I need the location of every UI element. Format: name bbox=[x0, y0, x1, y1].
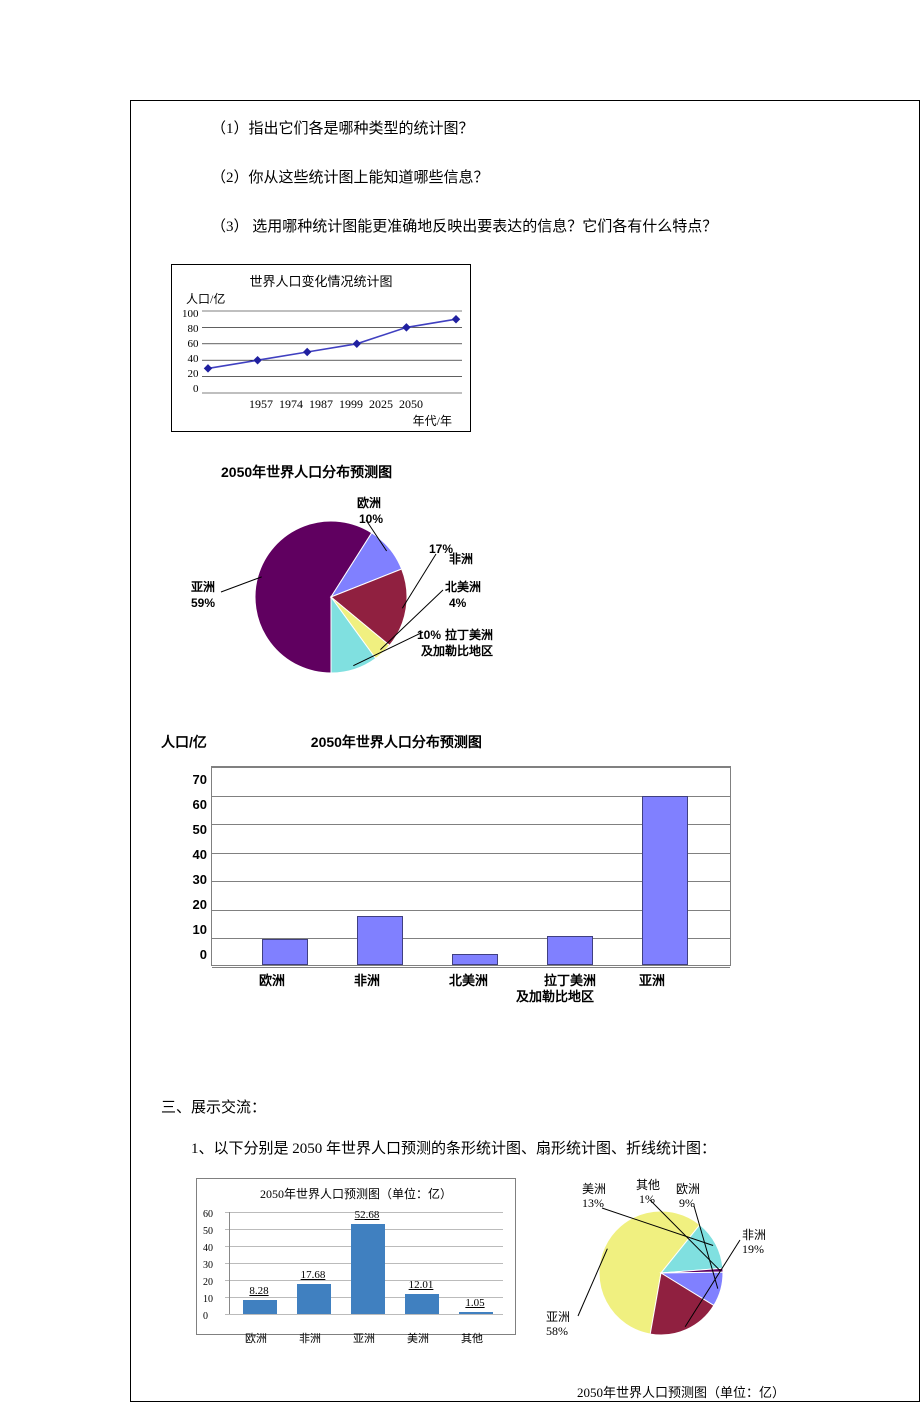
page-frame: （1）指出它们各是哪种类型的统计图？ （2）你从这些统计图上能知道哪些信息？ （… bbox=[130, 100, 920, 1402]
small-bar-item bbox=[297, 1284, 331, 1314]
small-charts-row: 2050年世界人口预测图（单位：亿） 60 50 40 30 20 10 0 8… bbox=[196, 1178, 879, 1401]
small-pie-area: 美洲13% 其他 1% 欧洲 9% 非洲19% 亚洲58% bbox=[546, 1178, 816, 1378]
small-pie-label-america: 美洲13% bbox=[582, 1182, 606, 1210]
line-chart-x-label: 年代/年 bbox=[180, 412, 452, 429]
small-bar-item bbox=[405, 1294, 439, 1314]
section-3-line: 1、以下分别是 2050 年世界人口预测的条形统计图、扇形统计图、折线统计图： bbox=[191, 1137, 879, 1158]
line-chart-plot: 100 80 60 40 20 0 bbox=[202, 307, 462, 397]
question-1: （1）指出它们各是哪种类型的统计图？ bbox=[211, 117, 879, 138]
bar-chart: 人口/亿 2050年世界人口分布预测图 70 60 50 40 30 20 10… bbox=[161, 732, 879, 1006]
bar-item bbox=[357, 916, 403, 965]
pie-label-europe: 欧洲 bbox=[357, 496, 381, 510]
small-pie-label-africa: 非洲19% bbox=[742, 1228, 766, 1256]
small-bar-x-label: 其他 bbox=[461, 1330, 483, 1346]
line-chart-y-ticks: 100 80 60 40 20 0 bbox=[182, 307, 199, 397]
pie-label-asia-pct: 59% bbox=[191, 596, 215, 610]
line-chart-svg bbox=[202, 307, 462, 397]
small-bar-plot: 60 50 40 30 20 10 0 8.2817.6852.6812.011… bbox=[203, 1206, 503, 1326]
small-bar-item bbox=[459, 1312, 493, 1314]
bar-item bbox=[452, 954, 498, 965]
pie-chart: 2050年世界人口分布预测图 欧洲 10% 17% 非洲 北美洲 4% 10% … bbox=[191, 462, 879, 702]
small-bar-item bbox=[351, 1224, 385, 1314]
bar-item bbox=[642, 796, 688, 965]
line-chart-y-label: 人口/亿 bbox=[186, 290, 462, 307]
bar-x-label: 北美洲 bbox=[449, 970, 488, 989]
line-chart-title: 世界人口变化情况统计图 bbox=[180, 271, 462, 290]
small-bar-title: 2050年世界人口预测图（单位：亿） bbox=[203, 1185, 509, 1202]
line-chart-x-ticks: 1957 1974 1987 1999 2025 2050 bbox=[210, 397, 462, 412]
pie-label-namerica: 北美洲 bbox=[445, 580, 481, 594]
small-pie-chart: 美洲13% 其他 1% 欧洲 9% 非洲19% 亚洲58% 2050年世界人口预… bbox=[546, 1178, 816, 1401]
bar-chart-y-label: 人口/亿 bbox=[161, 732, 207, 752]
bar-x-label: 欧洲 bbox=[259, 970, 285, 989]
small-bar-chart: 2050年世界人口预测图（单位：亿） 60 50 40 30 20 10 0 8… bbox=[196, 1178, 516, 1335]
small-pie-label-other: 其他 1% bbox=[636, 1178, 660, 1206]
small-pie-title: 2050年世界人口预测图（单位：亿） bbox=[546, 1382, 816, 1401]
pie-label-latin: 拉丁美洲 bbox=[445, 628, 493, 642]
bar-item bbox=[262, 939, 308, 965]
pie-label-africa: 非洲 bbox=[449, 552, 473, 566]
pie-label-europe-pct: 10% bbox=[359, 512, 383, 526]
pie-label-latin-pct: 10% bbox=[417, 628, 441, 642]
small-bar-item bbox=[243, 1300, 277, 1314]
bar-chart-plot: 70 60 50 40 30 20 10 0 bbox=[211, 766, 731, 966]
small-pie-label-asia: 亚洲58% bbox=[546, 1310, 570, 1338]
pie-label-namerica-pct: 4% bbox=[449, 596, 466, 610]
pie-chart-area: 欧洲 10% 17% 非洲 北美洲 4% 10% 拉丁美洲 及加勒比地区 亚洲 … bbox=[191, 482, 571, 702]
line-chart: 世界人口变化情况统计图 人口/亿 100 80 60 40 20 0 1957 … bbox=[171, 264, 471, 432]
small-bar-y-ticks: 60 50 40 30 20 10 0 bbox=[203, 1206, 213, 1325]
bar-chart-x-labels: 欧洲非洲北美洲拉丁美洲及加勒比地区亚洲 bbox=[211, 966, 731, 1006]
question-2: （2）你从这些统计图上能知道哪些信息？ bbox=[211, 166, 879, 187]
pie-label-asia: 亚洲 bbox=[191, 580, 215, 594]
section-3-title: 三、展示交流： bbox=[161, 1096, 879, 1117]
pie-chart-title: 2050年世界人口分布预测图 bbox=[221, 462, 879, 482]
pie-label-latin2: 及加勒比地区 bbox=[421, 644, 493, 658]
small-bar-x-label: 美洲 bbox=[407, 1330, 429, 1346]
bar-chart-title: 2050年世界人口分布预测图 bbox=[311, 732, 482, 752]
bar-chart-y-ticks: 70 60 50 40 30 20 10 0 bbox=[182, 767, 207, 967]
bar-x-label: 非洲 bbox=[354, 970, 380, 989]
question-3: （3） 选用哪种统计图能更准确地反映出要表达的信息？它们各有什么特点？ bbox=[211, 215, 879, 236]
small-pie-label-europe: 欧洲 9% bbox=[676, 1182, 700, 1210]
small-bar-x-label: 非洲 bbox=[299, 1330, 321, 1346]
bar-item bbox=[547, 936, 593, 965]
bar-x-label: 亚洲 bbox=[639, 970, 665, 989]
small-bar-x-label: 亚洲 bbox=[353, 1330, 375, 1346]
small-bar-x-label: 欧洲 bbox=[245, 1330, 267, 1346]
